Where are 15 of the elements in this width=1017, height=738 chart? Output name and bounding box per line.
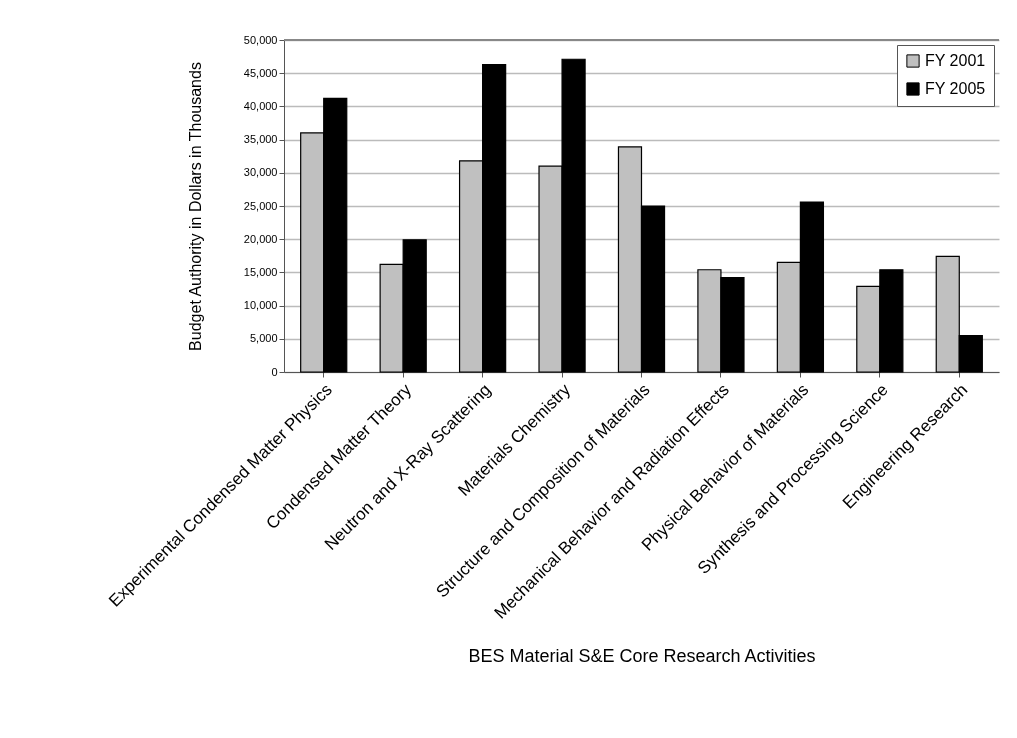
y-axis-title: Budget Authority in Dollars in Thousands [186, 62, 204, 351]
y-tick-label: 15,000 [243, 265, 278, 278]
y-tick-label: 5,000 [249, 332, 278, 345]
y-tick-label: 35,000 [243, 133, 278, 146]
y-tick-label: 0 [271, 365, 278, 378]
y-tick-label: 45,000 [243, 66, 278, 79]
legend-label: FY 2001 [925, 52, 986, 69]
y-tick-label: 40,000 [243, 99, 278, 112]
x-axis-title: BES Material S&E Core Research Activities [468, 645, 816, 666]
legend-label: FY 2005 [925, 80, 986, 97]
y-tick-label: 30,000 [243, 166, 278, 179]
y-tick-label: 25,000 [243, 199, 278, 212]
y-tick-label: 20,000 [243, 232, 278, 245]
y-tick-label: 10,000 [243, 299, 278, 312]
y-tick-label: 50,000 [243, 33, 278, 46]
